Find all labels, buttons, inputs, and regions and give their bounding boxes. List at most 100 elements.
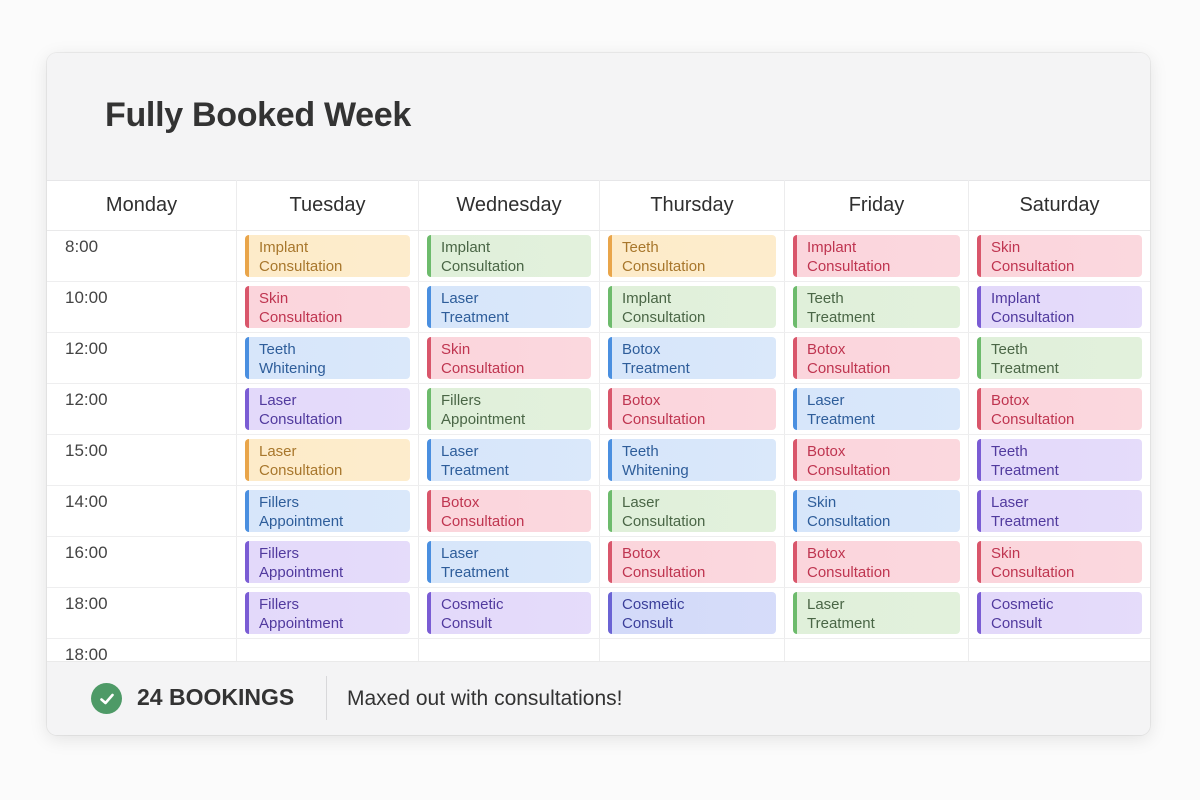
appointment-kind: Consultation <box>991 258 1075 275</box>
appointment-kind: Treatment <box>441 462 509 479</box>
appointment-type: Teeth <box>622 443 659 460</box>
appointment-block[interactable]: Fillers Appointment <box>245 592 410 634</box>
appointment-kind: Consultation <box>991 564 1075 581</box>
appointment-kind: Appointment <box>441 411 526 428</box>
time-slot: Botox Consultation <box>419 486 600 536</box>
appointment-block[interactable]: Teeth Treatment <box>977 439 1142 481</box>
time-slot: Skin Consultation <box>419 333 600 383</box>
appointment-block[interactable]: Laser Treatment <box>793 592 960 634</box>
appointment-block[interactable]: Teeth Consultation <box>608 235 776 277</box>
time-row: 10:00 Skin Consultation Laser Treatment Impla… <box>47 282 1150 333</box>
appointment-block[interactable]: Implant Consultation <box>793 235 960 277</box>
appointment-type: Implant <box>991 290 1041 307</box>
appointment-kind: Treatment <box>991 513 1059 530</box>
appointment-block[interactable]: Botox Consultation <box>793 541 960 583</box>
appointment-kind: Consult <box>441 615 492 632</box>
appointment-kind: Consultation <box>807 513 891 530</box>
appointment-block[interactable]: Botox Consultation <box>608 541 776 583</box>
appointment-block[interactable]: Fillers Appointment <box>245 541 410 583</box>
appointment-block[interactable]: Teeth Whitening <box>245 337 410 379</box>
time-slot: Laser Treatment <box>969 486 1150 536</box>
appointment-kind: Consultation <box>441 258 525 275</box>
appointment-kind: Appointment <box>259 564 344 581</box>
appointment-block[interactable]: Skin Consultation <box>977 541 1142 583</box>
appointment-block[interactable]: Botox Consultation <box>793 439 960 481</box>
appointment-block[interactable]: Implant Consultation <box>977 286 1142 328</box>
appointment-kind: Consultation <box>622 258 706 275</box>
time-slot: Skin Consultation <box>785 486 969 536</box>
time-slot: Laser Consultation <box>237 435 419 485</box>
page-title: Fully Booked Week <box>105 96 412 134</box>
appointment-kind: Treatment <box>441 309 509 326</box>
appointment-kind: Treatment <box>807 309 875 326</box>
time-slot: Teeth Treatment <box>785 282 969 332</box>
time-slot: Teeth Consultation <box>600 231 785 281</box>
appointment-type: Skin <box>441 341 471 358</box>
day-header-wednesday: Wednesday <box>419 180 600 230</box>
appointment-block[interactable]: Laser Treatment <box>427 286 591 328</box>
appointment-block[interactable]: Teeth Treatment <box>793 286 960 328</box>
appointment-kind: Treatment <box>991 360 1059 377</box>
time-label: 10:00 <box>47 282 237 332</box>
appointment-block[interactable]: Fillers Appointment <box>245 490 410 532</box>
appointment-block[interactable]: Teeth Treatment <box>977 337 1142 379</box>
appointment-block[interactable]: Botox Consultation <box>427 490 591 532</box>
time-slot: Laser Consultation <box>600 486 785 536</box>
appointment-block[interactable]: Skin Consultation <box>793 490 960 532</box>
appointment-block[interactable]: Teeth Whitening <box>608 439 776 481</box>
appointment-block[interactable]: Botox Consultation <box>977 388 1142 430</box>
time-slot: Fillers Appointment <box>237 486 419 536</box>
appointment-block[interactable]: Cosmetic Consult <box>977 592 1142 634</box>
time-slot: Teeth Treatment <box>969 333 1150 383</box>
appointment-type: Laser <box>991 494 1029 511</box>
day-header-saturday: Saturday <box>1019 193 1100 216</box>
time-slot: Teeth Treatment <box>969 435 1150 485</box>
appointment-type: Teeth <box>807 290 844 307</box>
time-slot <box>237 639 419 666</box>
appointment-kind: Consultation <box>259 258 343 275</box>
appointment-block[interactable]: Laser Consultation <box>608 490 776 532</box>
appointment-block[interactable]: Skin Consultation <box>427 337 591 379</box>
time-row: 8:00 Implant Consultation Implant Consultati… <box>47 231 1150 282</box>
appointment-type: Implant <box>807 239 857 256</box>
appointment-block[interactable]: Fillers Appointment <box>427 388 591 430</box>
appointment-block[interactable]: Cosmetic Consult <box>427 592 591 634</box>
appointment-kind: Consultation <box>622 309 706 326</box>
time-slot: Cosmetic Consult <box>419 588 600 638</box>
time-slot: Implant Consultation <box>969 282 1150 332</box>
day-header-thursday: Thursday <box>600 180 785 230</box>
appointment-block[interactable]: Laser Consultation <box>245 388 410 430</box>
time-slot: Laser Treatment <box>785 588 969 638</box>
time-row: 16:00 Fillers Appointment Laser Treatment Bot… <box>47 537 1150 588</box>
appointment-type: Teeth <box>991 443 1028 460</box>
check-circle-icon <box>91 683 122 714</box>
appointment-type: Botox <box>807 443 846 460</box>
appointment-block[interactable]: Laser Treatment <box>427 439 591 481</box>
bookings-count: 24 BOOKINGS <box>137 684 295 710</box>
appointment-block[interactable]: Laser Consultation <box>245 439 410 481</box>
appointment-block[interactable]: Skin Consultation <box>977 235 1142 277</box>
appointment-type: Skin <box>991 239 1021 256</box>
appointment-type: Cosmetic <box>991 596 1054 613</box>
time-row: 18:00 Fillers Appointment Cosmetic Consult Co… <box>47 588 1150 639</box>
time-slot <box>785 639 969 666</box>
appointment-block[interactable]: Botox Treatment <box>608 337 776 379</box>
appointment-type: Fillers <box>259 596 299 613</box>
appointment-block[interactable]: Laser Treatment <box>977 490 1142 532</box>
appointment-block[interactable]: Laser Treatment <box>793 388 960 430</box>
appointment-block[interactable]: Laser Treatment <box>427 541 591 583</box>
appointment-kind: Appointment <box>259 513 344 530</box>
time-slot: Fillers Appointment <box>237 537 419 587</box>
appointment-block[interactable]: Botox Consultation <box>608 388 776 430</box>
appointment-block[interactable]: Implant Consultation <box>245 235 410 277</box>
time-slot: Skin Consultation <box>237 282 419 332</box>
appointment-block[interactable]: Cosmetic Consult <box>608 592 776 634</box>
time-slot: Skin Consultation <box>969 231 1150 281</box>
appointment-block[interactable]: Implant Consultation <box>608 286 776 328</box>
time-slot: Implant Consultation <box>237 231 419 281</box>
appointment-block[interactable]: Implant Consultation <box>427 235 591 277</box>
appointment-block[interactable]: Botox Consultation <box>793 337 960 379</box>
time-slot: Laser Treatment <box>419 435 600 485</box>
appointment-block[interactable]: Skin Consultation <box>245 286 410 328</box>
time-slot: Laser Treatment <box>419 537 600 587</box>
